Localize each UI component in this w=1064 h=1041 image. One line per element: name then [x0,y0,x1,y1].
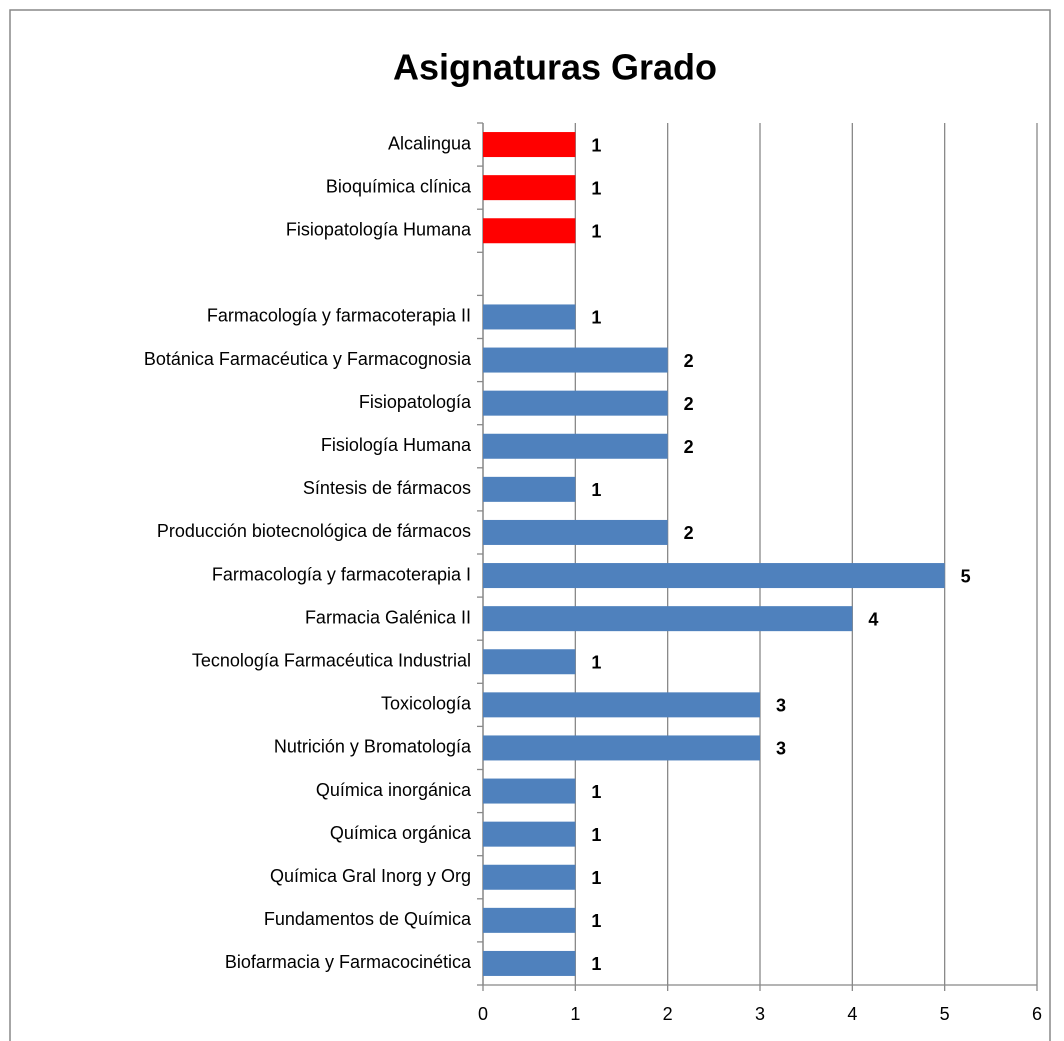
data-label: 3 [776,696,786,716]
data-label: 1 [591,653,601,673]
y-tick-label: Alcalingua [388,133,472,153]
bar [483,132,576,158]
x-tick-label: 2 [663,1004,673,1024]
y-tick-label: Fisiopatología Humana [286,220,472,240]
y-tick-label: Farmacología y farmacoterapia II [207,306,471,326]
bar [483,519,668,545]
y-tick-label: Química Gral Inorg y Org [270,866,471,886]
bar [483,692,760,718]
data-label: 1 [591,782,601,802]
bar [483,218,576,244]
chart-border [9,9,1051,1041]
y-tick-label: Toxicología [381,694,472,714]
y-tick-label: Botánica Farmacéutica y Farmacognosia [144,349,472,369]
y-tick-label: Bioquímica clínica [326,176,472,196]
data-label: 1 [591,480,601,500]
bar [483,433,668,459]
data-label: 2 [684,394,694,414]
data-label: 2 [684,523,694,543]
data-label: 1 [591,222,601,242]
x-tick-label: 1 [570,1004,580,1024]
bar [483,778,576,804]
y-tick-label: Biofarmacia y Farmacocinética [225,952,472,972]
bar [483,175,576,201]
bar [483,864,576,890]
data-label: 5 [961,566,971,586]
x-tick-label: 6 [1032,1004,1042,1024]
y-tick-label: Fundamentos de Química [264,909,472,929]
data-label: 1 [591,954,601,974]
y-tick-label: Nutrición y Bromatología [274,737,472,757]
x-tick-label: 4 [847,1004,857,1024]
bar [483,304,576,330]
data-label: 2 [684,351,694,371]
bar [483,950,576,976]
data-label: 1 [591,825,601,845]
bar [483,606,853,632]
y-tick-label: Farmacología y farmacoterapia I [212,564,471,584]
data-label: 4 [868,609,878,629]
data-label: 2 [684,437,694,457]
chart-title: Asignaturas Grado [393,47,717,88]
y-tick-label: Producción biotecnológica de fármacos [157,521,471,541]
x-tick-label: 0 [478,1004,488,1024]
data-label: 1 [591,178,601,198]
y-tick-label: Fisiopatología [359,392,472,412]
bar [483,821,576,847]
y-tick-label: Tecnología Farmacéutica Industrial [192,651,471,671]
y-tick-label: Química inorgánica [316,780,472,800]
data-label: 1 [591,135,601,155]
bar [483,907,576,933]
data-label: 1 [591,868,601,888]
bar [483,563,945,589]
bar [483,390,668,416]
data-label: 1 [591,911,601,931]
y-tick-label: Fisiología Humana [321,435,472,455]
y-tick-label: Farmacia Galénica II [305,607,471,627]
bar [483,347,668,373]
bar [483,649,576,675]
y-tick-label: Química orgánica [330,823,472,843]
y-tick-label: Síntesis de fármacos [303,478,471,498]
bar [483,476,576,502]
x-tick-label: 5 [940,1004,950,1024]
data-label: 3 [776,739,786,759]
bar [483,735,760,761]
x-tick-label: 3 [755,1004,765,1024]
data-label: 1 [591,308,601,328]
